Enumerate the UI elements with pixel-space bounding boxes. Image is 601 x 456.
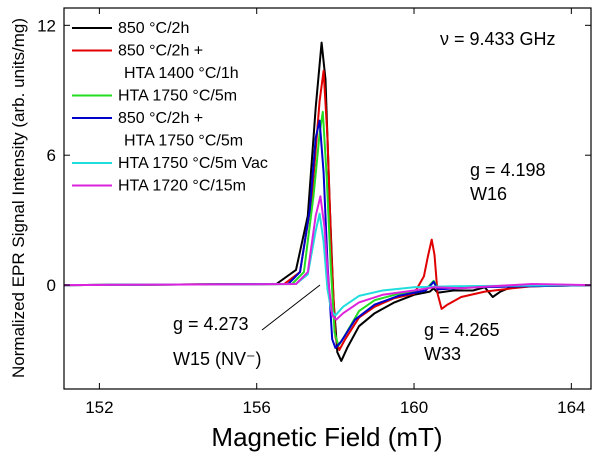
legend-entry-2: 850 °C/2h +: [118, 43, 203, 60]
legend-entry-5: HTA 1750 °C/5m Vac: [118, 155, 268, 172]
legend-entry-3: HTA 1750 °C/5m: [118, 88, 237, 105]
w15-pointer-line: [261, 284, 321, 331]
y-tick-label: 0: [47, 276, 56, 295]
label-w16: W16: [470, 184, 507, 204]
plot-frame: [63, 7, 592, 390]
x-axis-label: Magnetic Field (mT): [211, 422, 442, 452]
x-tick-label: 160: [400, 398, 428, 417]
x-tick-label: 164: [557, 398, 585, 417]
legend-entry-2: HTA 1400 °C/1h: [124, 65, 239, 82]
label-w15: W15 (NV⁻): [173, 349, 262, 369]
axis-layer: 152 156 160 164 0 6 12: [37, 8, 591, 417]
y-tick-label: 12: [37, 16, 56, 35]
legend-entry-6: HTA 1720 °C/15m: [118, 178, 246, 195]
y-tick-label: 6: [47, 146, 56, 165]
legend-entry-1: 850 °C/2h: [118, 20, 189, 37]
legend-entry-4: HTA 1750 °C/5m: [124, 133, 243, 150]
g-value-w33: g = 4.265: [424, 320, 500, 340]
series-line-1: [63, 41, 592, 362]
frequency-annotation: ν = 9.433 GHz: [440, 29, 556, 49]
g-value-w15: g = 4.273: [173, 314, 249, 334]
legend-entry-4: 850 °C/2h +: [118, 110, 203, 127]
y-axis-label: Normalized EPR Signal Intensity (arb. un…: [9, 18, 28, 378]
legend: 850 °C/2h 850 °C/2h + HTA 1400 °C/1h HTA 17…: [72, 20, 268, 195]
series-layer: [63, 41, 592, 362]
x-tick-label: 156: [243, 398, 271, 417]
series-line-4: [63, 119, 592, 349]
x-tick-label: 152: [85, 398, 113, 417]
label-w33: W33: [424, 344, 461, 364]
g-value-w16: g = 4.198: [470, 160, 546, 180]
series-line-6: [63, 195, 592, 321]
